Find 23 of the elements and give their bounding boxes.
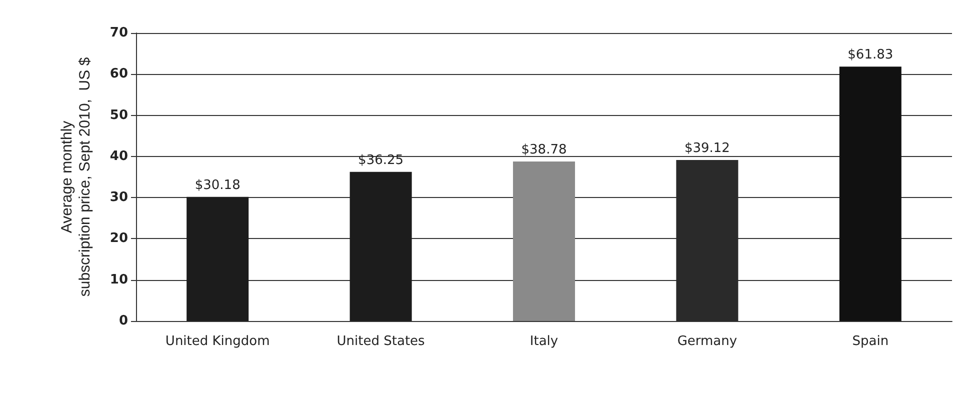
x-tick-label: Italy — [530, 334, 558, 349]
data-label: $38.78 — [521, 142, 567, 158]
y-tick-label: 20 — [110, 231, 128, 246]
x-tick-label: United States — [336, 334, 426, 349]
x-tick-label: United Kingdom — [165, 334, 270, 349]
x-tick-label: Germany — [677, 334, 738, 349]
y-tick-label: 40 — [110, 148, 128, 164]
bar — [839, 66, 902, 321]
bar — [350, 172, 412, 321]
data-label: $36.25 — [358, 152, 404, 168]
y-tick-label: 0 — [118, 314, 128, 328]
y-tick-label: 10 — [110, 272, 128, 288]
bar — [512, 161, 576, 321]
data-label: $61.83 — [848, 48, 894, 63]
bar — [186, 196, 249, 321]
y-tick-label: 30 — [110, 190, 128, 206]
data-label: $30.18 — [194, 178, 240, 193]
data-label: $39.12 — [684, 141, 730, 156]
x-tick-label: Spain — [852, 334, 889, 349]
y-tick-label: 60 — [110, 66, 128, 82]
y-tick-label: 70 — [110, 26, 128, 40]
y-tick-label: 50 — [110, 108, 128, 123]
y-axis-title: Average monthly subscription price, Sept 2010, US $ — [58, 56, 94, 297]
